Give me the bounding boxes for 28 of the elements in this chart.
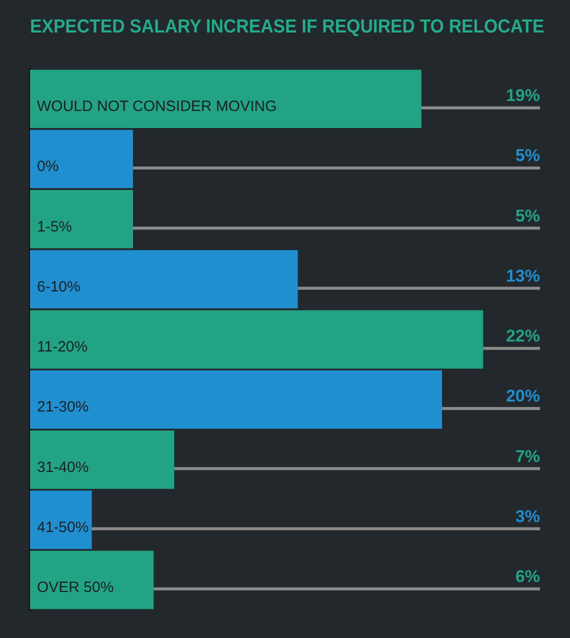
y-tick-label: 41-50% [37, 518, 89, 536]
data-label: 7% [515, 446, 540, 466]
data-label: 3% [515, 506, 540, 526]
bar [30, 550, 154, 610]
data-label: 20% [506, 386, 540, 406]
data-label: 19% [506, 86, 540, 106]
y-tick-label: 11-20% [37, 338, 88, 356]
y-tick-label: 31-40% [37, 458, 89, 476]
data-label: 22% [506, 326, 540, 346]
chart-title: EXPECTED SALARY INCREASE IF REQUIRED TO RELOCATE [30, 14, 544, 37]
bar [30, 70, 422, 128]
bar [30, 370, 442, 429]
y-tick-label: OVER 50% [37, 579, 114, 596]
bar [30, 490, 92, 549]
data-label: 13% [506, 266, 540, 286]
data-label: 5% [515, 206, 540, 226]
bar [30, 130, 133, 188]
bar [30, 430, 174, 489]
y-tick-label: WOULD NOT CONSIDER MOVING [37, 98, 277, 116]
bar [30, 250, 298, 308]
bar [30, 190, 133, 248]
y-tick-label: 1-5% [37, 218, 72, 236]
y-tick-label: 0% [37, 158, 59, 176]
y-tick-label: 21-30% [37, 398, 89, 416]
y-tick-label: 6-10% [37, 278, 80, 296]
bar [30, 310, 484, 369]
data-label: 5% [515, 146, 540, 166]
data-label: 6% [515, 567, 540, 586]
